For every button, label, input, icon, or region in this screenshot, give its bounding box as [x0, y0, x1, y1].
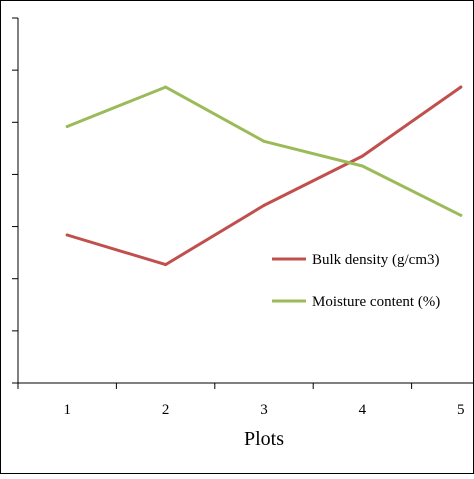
series-2-point: [164, 85, 168, 89]
series-1-point: [262, 203, 266, 207]
x-tick-label: 3: [260, 402, 268, 418]
series-layer: [65, 85, 463, 267]
series-1-point: [360, 154, 364, 158]
x-tick-label: 2: [162, 402, 170, 418]
tick-marks: [12, 17, 413, 389]
series-2-point: [262, 139, 266, 143]
series-1-point: [459, 85, 463, 89]
legend-label: Moisture content (%): [312, 294, 440, 310]
series-2-point: [459, 213, 463, 217]
x-tick-label: 5: [457, 402, 465, 418]
series-1-point: [65, 233, 69, 237]
series-1-point: [164, 263, 168, 267]
legend-label: Bulk density (g/cm3): [312, 252, 440, 268]
axes: [17, 18, 474, 384]
x-tick-labels: 1 2 3 4 5: [63, 402, 464, 418]
series-2-point: [65, 125, 69, 129]
series-2-point: [360, 164, 364, 168]
legend: Bulk density (g/cm3) Moisture content (%): [272, 252, 440, 310]
x-tick-label: 1: [63, 402, 71, 418]
x-tick-label: 4: [359, 402, 367, 418]
x-axis-title: Plots: [244, 428, 284, 450]
